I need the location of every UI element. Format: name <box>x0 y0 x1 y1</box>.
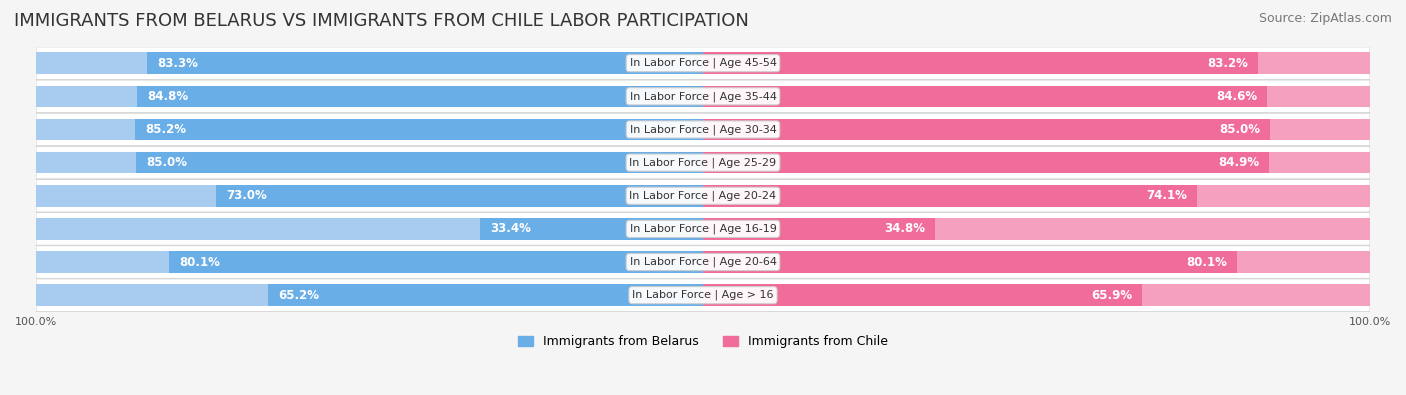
Bar <box>1143 284 1369 306</box>
Text: 80.1%: 80.1% <box>179 256 219 269</box>
Text: In Labor Force | Age 16-19: In Labor Force | Age 16-19 <box>630 224 776 234</box>
FancyBboxPatch shape <box>37 47 1369 79</box>
Bar <box>703 86 1267 107</box>
Bar <box>269 284 703 306</box>
Bar <box>1258 53 1369 74</box>
Bar <box>37 218 481 240</box>
Bar <box>169 251 703 273</box>
Bar <box>703 218 935 240</box>
Legend: Immigrants from Belarus, Immigrants from Chile: Immigrants from Belarus, Immigrants from… <box>513 330 893 353</box>
Text: In Labor Force | Age 45-54: In Labor Force | Age 45-54 <box>630 58 776 68</box>
Text: 84.9%: 84.9% <box>1218 156 1260 169</box>
FancyBboxPatch shape <box>37 113 1369 146</box>
Bar <box>37 152 136 173</box>
Text: 74.1%: 74.1% <box>1146 189 1187 202</box>
Text: 65.9%: 65.9% <box>1091 289 1132 302</box>
Text: In Labor Force | Age 20-64: In Labor Force | Age 20-64 <box>630 257 776 267</box>
Bar <box>1267 86 1369 107</box>
Bar <box>217 185 703 207</box>
Bar <box>703 185 1197 207</box>
Text: 84.8%: 84.8% <box>148 90 188 103</box>
Bar <box>1270 152 1369 173</box>
Bar <box>703 152 1270 173</box>
Bar <box>703 284 1143 306</box>
FancyBboxPatch shape <box>37 246 1369 278</box>
FancyBboxPatch shape <box>37 147 1369 179</box>
Bar <box>148 53 703 74</box>
Bar <box>1237 251 1369 273</box>
Bar <box>703 251 1237 273</box>
FancyBboxPatch shape <box>37 80 1369 113</box>
Bar <box>935 218 1369 240</box>
Text: Source: ZipAtlas.com: Source: ZipAtlas.com <box>1258 12 1392 25</box>
Bar <box>136 152 703 173</box>
Text: 73.0%: 73.0% <box>226 189 267 202</box>
Bar <box>37 86 138 107</box>
Text: 80.1%: 80.1% <box>1187 256 1227 269</box>
Text: 85.2%: 85.2% <box>145 123 186 136</box>
Text: 85.0%: 85.0% <box>146 156 187 169</box>
FancyBboxPatch shape <box>37 213 1369 245</box>
Text: 83.3%: 83.3% <box>157 56 198 70</box>
Text: 84.6%: 84.6% <box>1216 90 1257 103</box>
Bar <box>37 118 135 140</box>
Text: In Labor Force | Age 30-34: In Labor Force | Age 30-34 <box>630 124 776 135</box>
FancyBboxPatch shape <box>37 179 1369 212</box>
Text: 65.2%: 65.2% <box>278 289 319 302</box>
Bar <box>1270 118 1369 140</box>
Bar <box>138 86 703 107</box>
Text: In Labor Force | Age 20-24: In Labor Force | Age 20-24 <box>630 190 776 201</box>
Text: IMMIGRANTS FROM BELARUS VS IMMIGRANTS FROM CHILE LABOR PARTICIPATION: IMMIGRANTS FROM BELARUS VS IMMIGRANTS FR… <box>14 12 749 30</box>
Bar <box>37 53 148 74</box>
Bar <box>703 118 1270 140</box>
Bar <box>703 53 1258 74</box>
FancyBboxPatch shape <box>37 279 1369 311</box>
Bar <box>37 284 269 306</box>
Text: 85.0%: 85.0% <box>1219 123 1260 136</box>
Text: In Labor Force | Age > 16: In Labor Force | Age > 16 <box>633 290 773 301</box>
Bar <box>481 218 703 240</box>
Bar <box>37 185 217 207</box>
Bar <box>1197 185 1369 207</box>
Text: 83.2%: 83.2% <box>1206 56 1249 70</box>
Bar <box>135 118 703 140</box>
Bar <box>37 251 169 273</box>
Text: In Labor Force | Age 35-44: In Labor Force | Age 35-44 <box>630 91 776 102</box>
Text: In Labor Force | Age 25-29: In Labor Force | Age 25-29 <box>630 157 776 168</box>
Text: 33.4%: 33.4% <box>491 222 531 235</box>
Text: 34.8%: 34.8% <box>884 222 925 235</box>
